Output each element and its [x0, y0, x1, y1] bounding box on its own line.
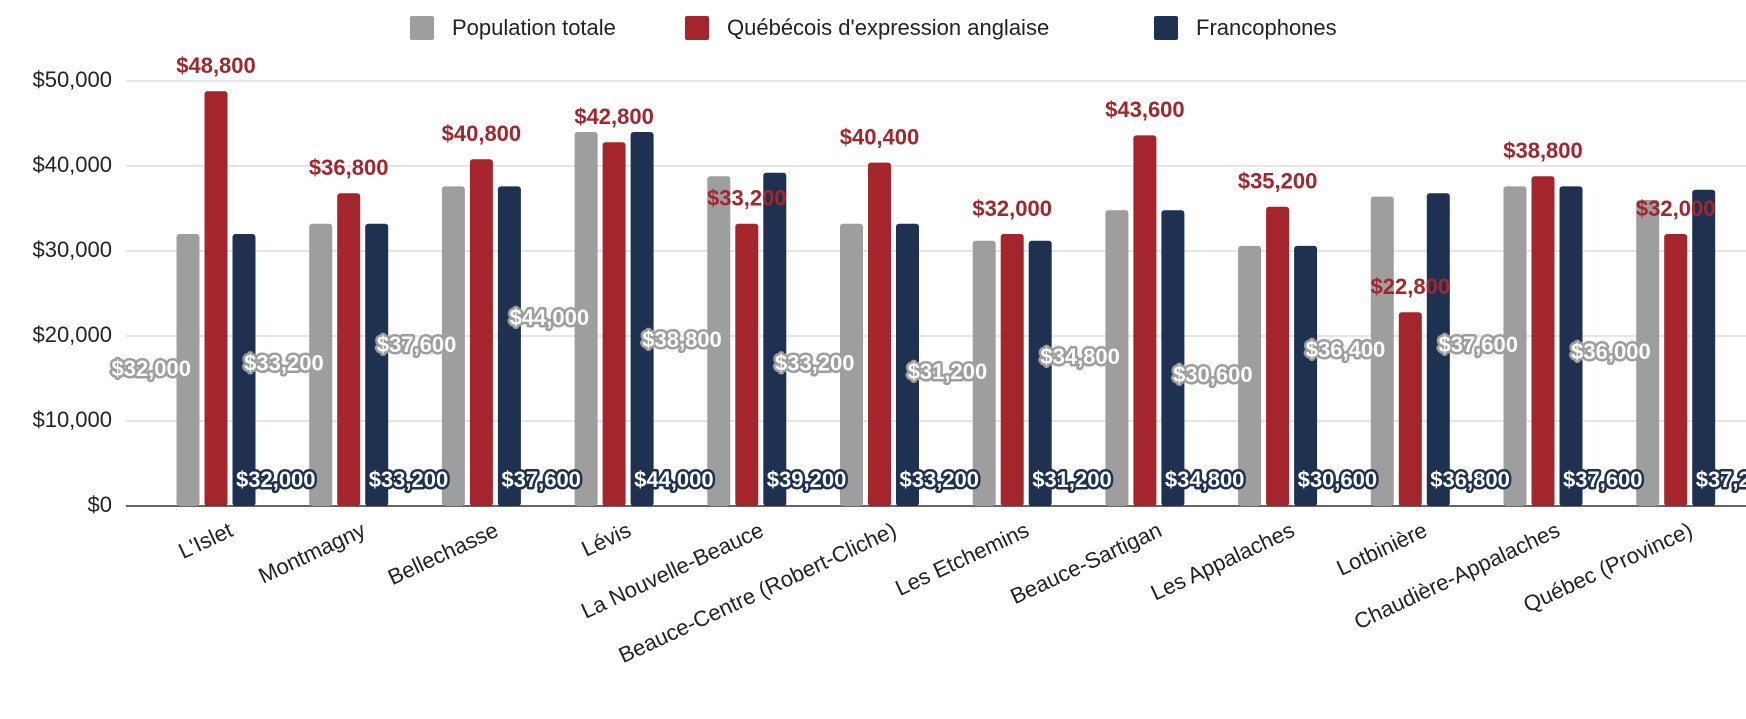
value-label: $39,200 [767, 467, 847, 492]
bar [868, 162, 891, 506]
bar [232, 234, 256, 506]
bar [1028, 240, 1052, 507]
value-label: $36,800 [1430, 467, 1510, 492]
x-tick-label: Montmagny [255, 517, 370, 588]
value-label: $44,000 [634, 467, 714, 492]
bar [1664, 234, 1688, 506]
legend-swatch [410, 16, 434, 40]
value-label: $30,600 [1173, 362, 1253, 387]
bar [1692, 189, 1716, 507]
bar [1531, 176, 1555, 506]
x-tick-label: Lévis [578, 517, 635, 561]
value-label: $32,000 [111, 356, 191, 381]
y-tick-label: $10,000 [32, 407, 112, 432]
value-label: $33,200 [775, 351, 855, 376]
bar [735, 223, 759, 507]
value-label: $37,600 [1438, 332, 1518, 357]
bar [630, 132, 654, 506]
bar [602, 142, 626, 506]
bar [176, 234, 200, 506]
y-tick-label: $50,000 [32, 67, 112, 92]
legend-label: Francophones [1196, 15, 1337, 40]
value-label: $33,200 [369, 467, 449, 492]
value-label: $37,600 [1563, 467, 1643, 492]
value-label: $32,000 [972, 196, 1052, 221]
bar [972, 240, 996, 507]
bar [1559, 186, 1583, 506]
value-label: $30,600 [1298, 467, 1378, 492]
value-label: $48,800 [176, 53, 256, 78]
bar [1294, 245, 1318, 506]
value-label: $37,600 [501, 467, 581, 492]
value-label: $38,800 [1503, 138, 1583, 163]
bar [707, 176, 731, 506]
value-label: $42,800 [574, 104, 654, 129]
bar [840, 223, 863, 507]
value-label: $32,000 [1636, 196, 1716, 221]
value-label: $44,000 [510, 305, 590, 330]
bar [1105, 210, 1129, 506]
bar [441, 186, 465, 506]
value-label: $32,000 [236, 467, 316, 492]
bar [497, 186, 521, 506]
bar [1133, 135, 1157, 506]
x-tick-label: Bellechasse [384, 517, 502, 590]
value-label: $36,800 [309, 155, 389, 180]
bar [1370, 196, 1394, 506]
value-label: $35,200 [1238, 169, 1318, 194]
value-label: $31,200 [1032, 467, 1112, 492]
value-label: $38,800 [642, 327, 722, 352]
value-label: $36,400 [1306, 337, 1386, 362]
bar [1266, 206, 1290, 507]
bar [337, 193, 361, 506]
bar [896, 223, 919, 507]
y-tick-label: $30,000 [32, 237, 112, 262]
value-label: $40,800 [442, 121, 522, 146]
legend-label: Québécois d'expression anglaise [727, 15, 1049, 40]
x-tick-label: L'Islet [175, 517, 237, 564]
legend-swatch [685, 16, 709, 40]
bar [204, 91, 228, 506]
bar [365, 223, 389, 507]
legend-swatch [1154, 16, 1178, 40]
bar [469, 159, 493, 506]
value-label: $22,800 [1371, 274, 1451, 299]
bar [1398, 312, 1422, 506]
bar [1503, 186, 1527, 506]
value-label: $33,200 [900, 467, 980, 492]
value-label: $33,200 [244, 351, 324, 376]
value-label: $33,200 [707, 186, 787, 211]
bar [574, 132, 598, 506]
value-label: $34,800 [1040, 344, 1120, 369]
legend-label: Population totale [452, 15, 616, 40]
y-tick-label: $20,000 [32, 322, 112, 347]
bar [1161, 210, 1185, 506]
bar [309, 223, 333, 507]
y-tick-label: $0 [88, 492, 112, 517]
bar [763, 172, 787, 507]
bar [1426, 193, 1450, 506]
value-label: $43,600 [1105, 97, 1185, 122]
x-tick-label: Beauce-Sartigan [1006, 517, 1165, 609]
value-label: $37,600 [377, 332, 457, 357]
value-label: $31,200 [908, 359, 988, 384]
x-tick-label: Lotbinière [1333, 517, 1431, 580]
bar [1636, 200, 1660, 506]
value-label: $36,000 [1571, 339, 1651, 364]
value-label: $34,800 [1165, 467, 1245, 492]
bar [1000, 234, 1024, 506]
value-label: $40,400 [840, 124, 920, 149]
bar [1238, 245, 1262, 506]
x-tick-label: Les Appalaches [1147, 517, 1298, 605]
y-tick-label: $40,000 [32, 152, 112, 177]
value-label: $37,200 [1696, 467, 1746, 492]
